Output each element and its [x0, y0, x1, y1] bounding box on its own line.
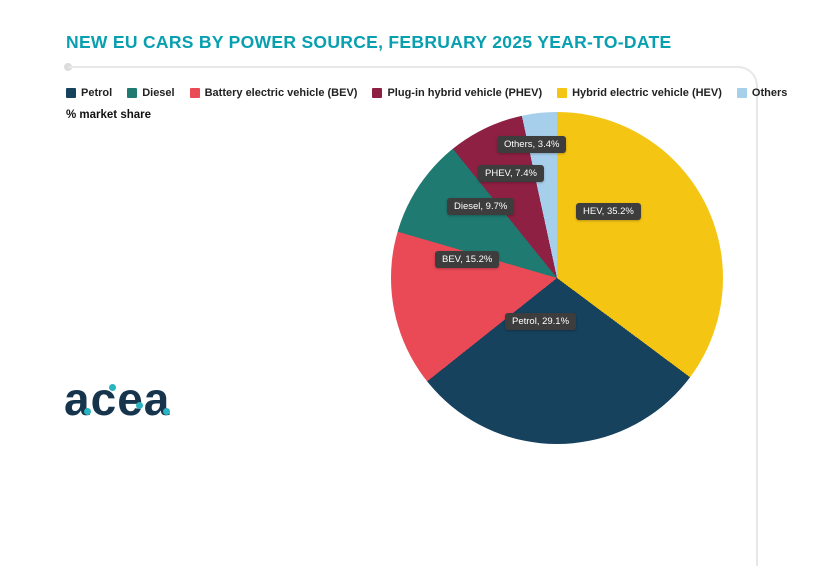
legend-item-bev: Battery electric vehicle (BEV) [189, 87, 358, 99]
legend-label: Others [751, 87, 788, 99]
slice-label-diesel: Diesel, 9.7% [447, 198, 515, 215]
legend-swatch-hev [557, 88, 568, 98]
slice-label-others: Others, 3.4% [497, 136, 567, 153]
chart-page: NEW EU CARS BY POWER SOURCE, FEBRUARY 20… [64, 32, 788, 566]
legend-label: Plug-in hybrid vehicle (PHEV) [387, 87, 543, 99]
logo-letter: c [90, 373, 118, 425]
acea-logo: acea [64, 376, 170, 422]
legend-swatch-others [736, 88, 747, 98]
logo-letter: e [117, 373, 144, 425]
legend-label: Petrol [81, 87, 113, 99]
slice-label-bev: BEV, 15.2% [435, 251, 500, 268]
decorative-frame-line [68, 66, 758, 566]
axis-unit-label: % market share [66, 109, 152, 121]
legend-item-others: Others [736, 87, 788, 99]
slice-label-petrol: Petrol, 29.1% [505, 313, 577, 330]
logo-letter: a [143, 373, 171, 425]
legend-item-phev: Plug-in hybrid vehicle (PHEV) [372, 87, 542, 99]
pie-chart [391, 112, 723, 444]
legend-label: Battery electric vehicle (BEV) [204, 87, 358, 99]
chart-legend: Petrol Diesel Battery electric vehicle (… [66, 87, 787, 99]
legend-swatch-bev [189, 88, 200, 98]
page-title: NEW EU CARS BY POWER SOURCE, FEBRUARY 20… [66, 32, 672, 52]
legend-label: Hybrid electric vehicle (HEV) [572, 87, 722, 99]
logo-letter: a [64, 373, 91, 425]
legend-swatch-phev [372, 88, 383, 98]
legend-item-hev: Hybrid electric vehicle (HEV) [557, 87, 722, 99]
slice-label-hev: HEV, 35.2% [576, 203, 641, 220]
legend-item-petrol: Petrol [66, 87, 112, 99]
slice-label-phev: PHEV, 7.4% [478, 165, 544, 182]
legend-swatch-petrol [66, 88, 76, 98]
legend-label: Diesel [142, 87, 175, 99]
legend-item-diesel: Diesel [127, 87, 175, 99]
legend-swatch-diesel [127, 88, 138, 98]
